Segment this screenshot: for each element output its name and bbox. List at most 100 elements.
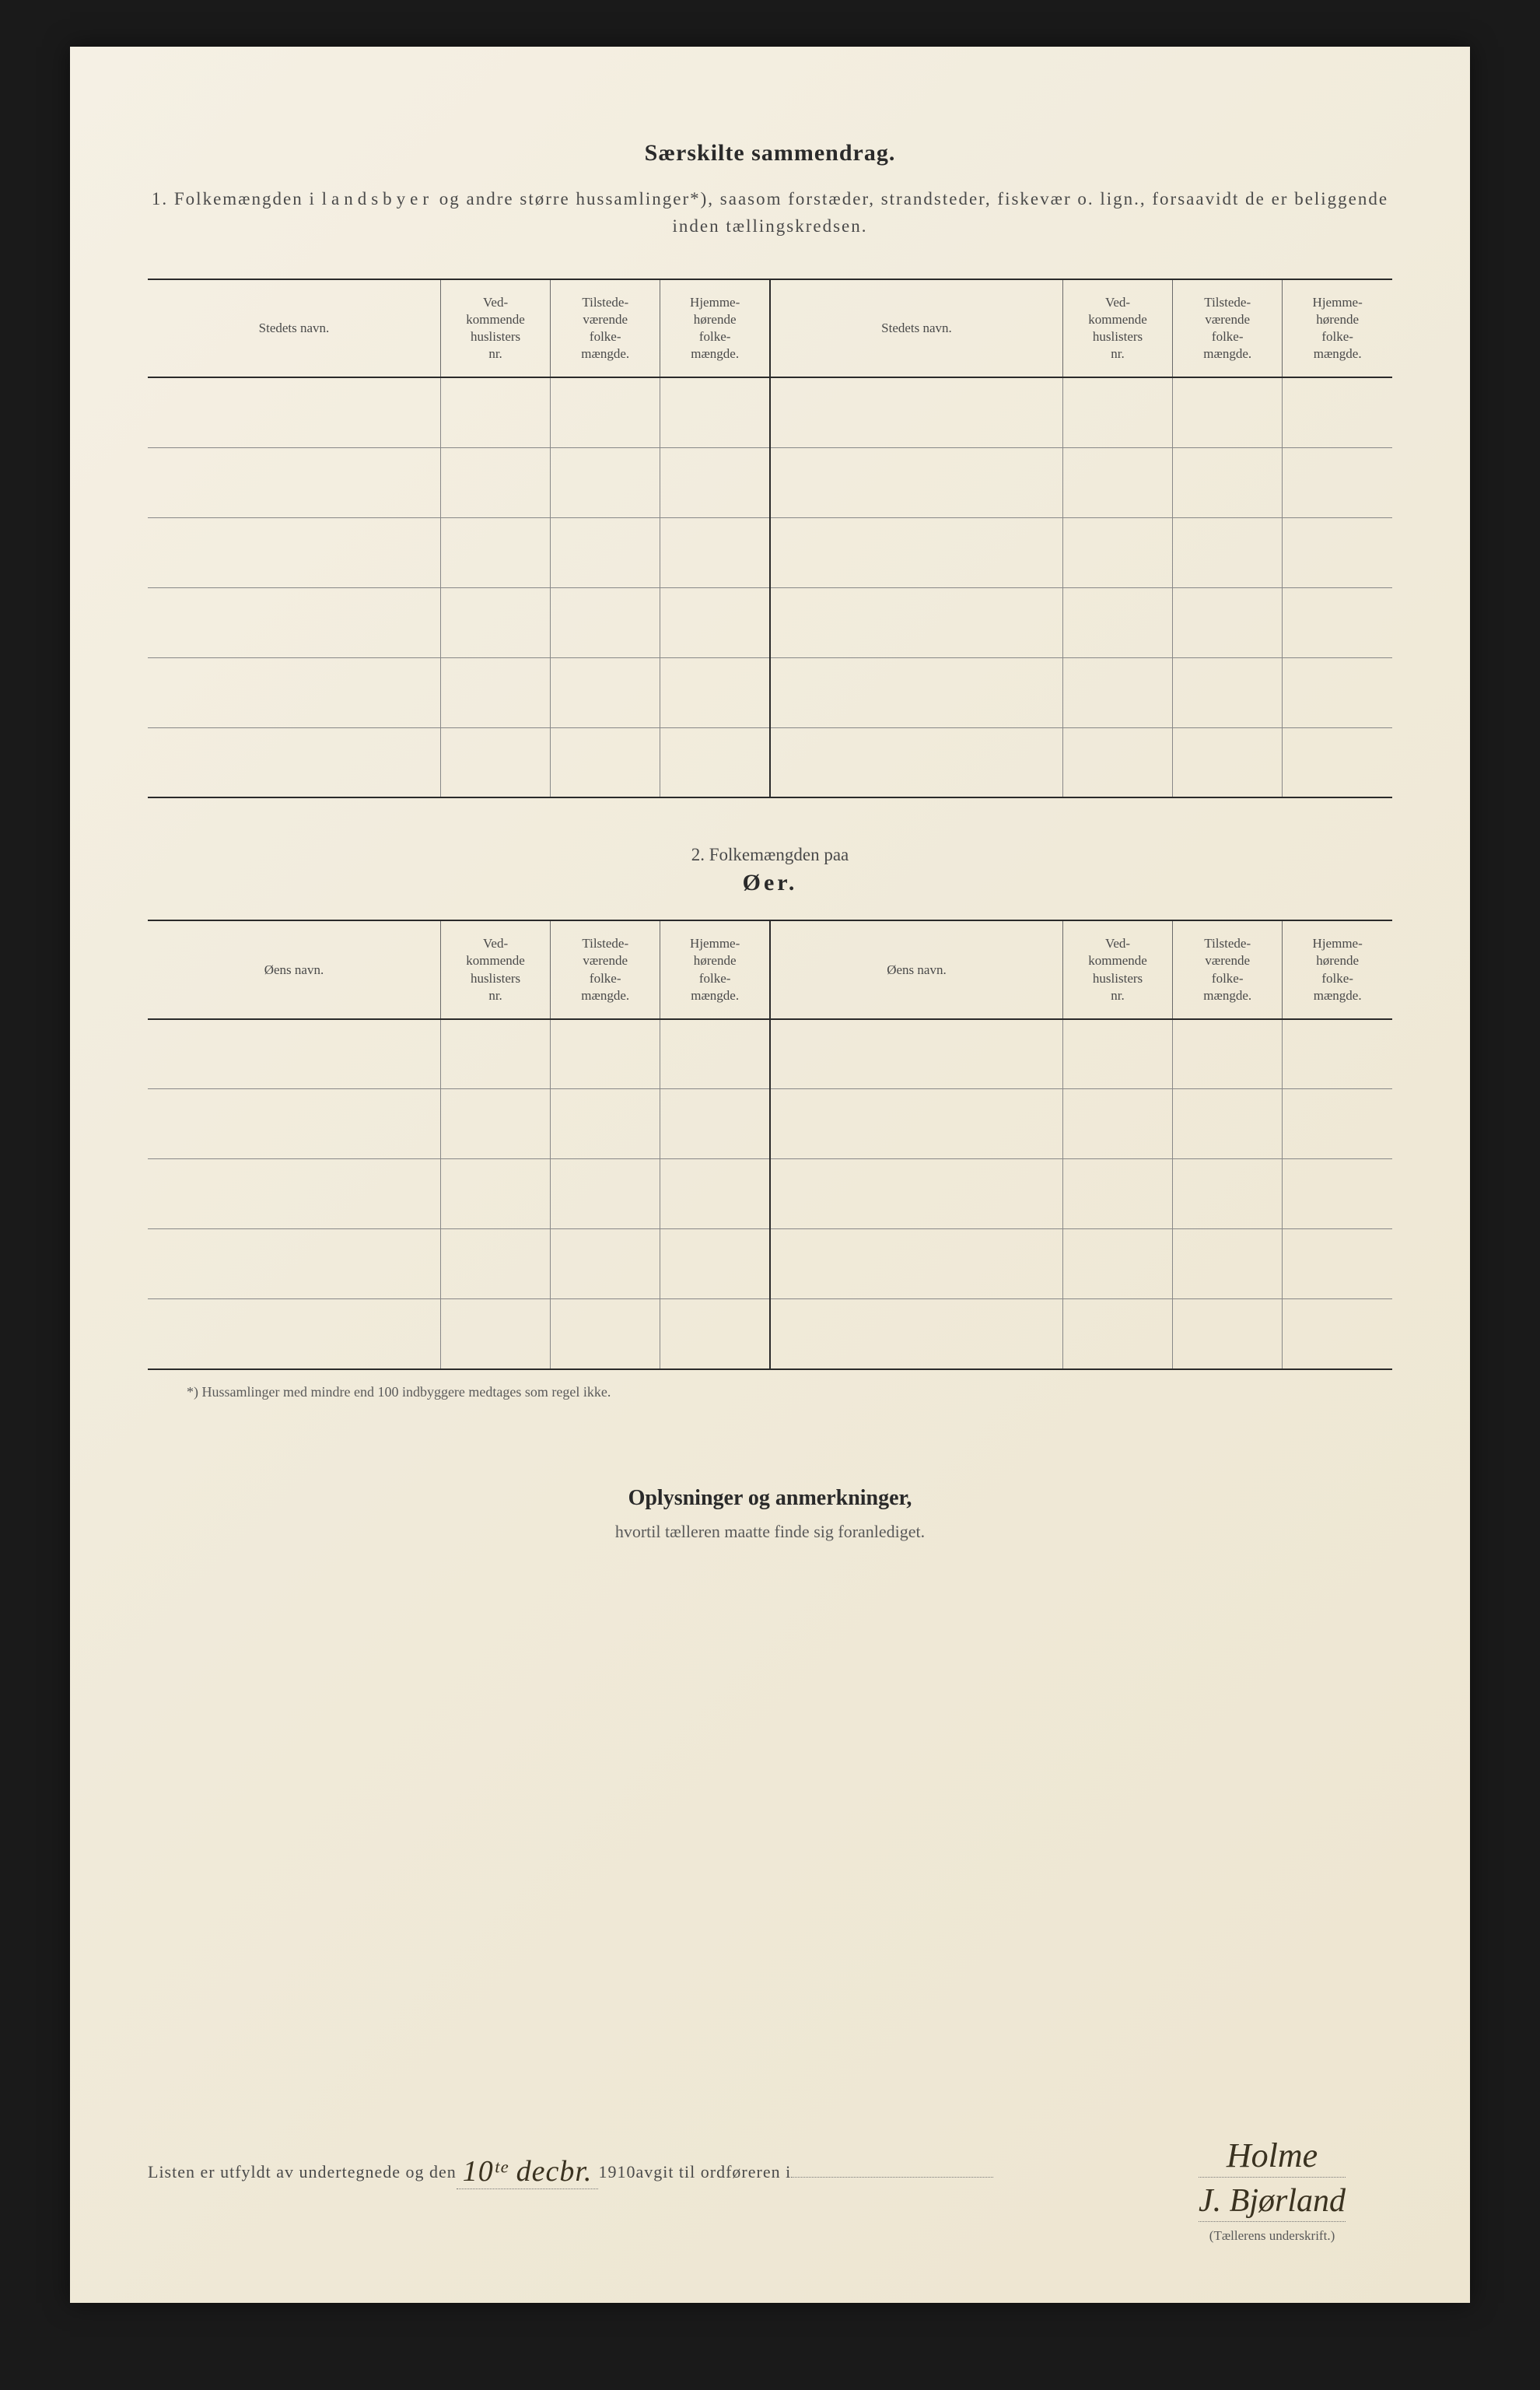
table-cell bbox=[1283, 587, 1392, 657]
col-tilstede-l2: Tilstede-værendefolke-mængde. bbox=[551, 920, 660, 1018]
footnote: *) Hussamlinger med mindre end 100 indby… bbox=[187, 1384, 1392, 1400]
sig-year: 1910 bbox=[598, 2162, 635, 2182]
col-hjemme-l2: Hjemme-hørendefolke-mængde. bbox=[660, 920, 770, 1018]
table-cell bbox=[551, 587, 660, 657]
section-1: Særskilte sammendrag. 1. Folkemængden i … bbox=[148, 140, 1392, 798]
section3-subtitle: hvortil tælleren maatte finde sig foranl… bbox=[148, 1522, 1392, 1542]
table-landsbyer: Stedets navn. Ved-kommendehuslistersnr. … bbox=[148, 279, 1392, 798]
table-cell bbox=[148, 1089, 440, 1159]
table-cell bbox=[551, 1089, 660, 1159]
table-cell bbox=[770, 1089, 1062, 1159]
table-cell bbox=[1283, 1229, 1392, 1299]
table-cell bbox=[148, 517, 440, 587]
col-huslisters-r: Ved-kommendehuslistersnr. bbox=[1062, 279, 1172, 377]
table-cell bbox=[1062, 1299, 1172, 1369]
table-cell bbox=[1283, 727, 1392, 797]
document-page: Særskilte sammendrag. 1. Folkemængden i … bbox=[70, 47, 1470, 2303]
table-cell bbox=[1062, 727, 1172, 797]
table2-body bbox=[148, 1019, 1392, 1369]
table-cell bbox=[551, 517, 660, 587]
table-cell bbox=[1062, 1089, 1172, 1159]
section1-intro: 1. Folkemængden i landsbyer og andre stø… bbox=[148, 186, 1392, 240]
intro-prefix: 1. Folkemængden i bbox=[152, 189, 322, 209]
table-oer: Øens navn. Ved-kommendehuslistersnr. Til… bbox=[148, 920, 1392, 1369]
table-cell bbox=[660, 517, 770, 587]
table-cell bbox=[1062, 1019, 1172, 1089]
table-cell bbox=[1062, 517, 1172, 587]
table-cell bbox=[1062, 657, 1172, 727]
table-cell bbox=[1062, 1229, 1172, 1299]
table-cell bbox=[440, 1229, 550, 1299]
table-cell bbox=[770, 587, 1062, 657]
table-row bbox=[148, 727, 1392, 797]
intro-suffix: og andre større hussamlinger*), saasom f… bbox=[433, 189, 1388, 236]
section-2: 2. Folkemængden paa Øer. Øens navn. Ved-… bbox=[148, 845, 1392, 1400]
table-cell bbox=[551, 1159, 660, 1229]
table-cell bbox=[1283, 1159, 1392, 1229]
table-cell bbox=[770, 447, 1062, 517]
table-cell bbox=[1173, 1299, 1283, 1369]
table-cell bbox=[148, 727, 440, 797]
table-cell bbox=[770, 1019, 1062, 1089]
col-tilstede-r: Tilstede-værendefolke-mængde. bbox=[1173, 279, 1283, 377]
section2-line1: 2. Folkemængden paa bbox=[148, 845, 1392, 865]
table-cell bbox=[440, 1089, 550, 1159]
col-huslisters-l: Ved-kommendehuslistersnr. bbox=[440, 279, 550, 377]
table-cell bbox=[148, 447, 440, 517]
table-cell bbox=[148, 1229, 440, 1299]
table-cell bbox=[148, 377, 440, 447]
table-cell bbox=[660, 657, 770, 727]
sig-place-slot bbox=[791, 2177, 993, 2178]
sig-name-handwritten: J. Bjørland bbox=[1199, 2182, 1346, 2222]
table-cell bbox=[148, 1159, 440, 1229]
table-cell bbox=[1173, 657, 1283, 727]
table-row bbox=[148, 1019, 1392, 1089]
table-cell bbox=[660, 587, 770, 657]
table1-body bbox=[148, 377, 1392, 797]
table-cell bbox=[1173, 1229, 1283, 1299]
table-cell bbox=[770, 1159, 1062, 1229]
table-cell bbox=[660, 1159, 770, 1229]
signature-block: Listen er utfyldt av undertegnede og den… bbox=[148, 2151, 1392, 2186]
table-cell bbox=[1062, 587, 1172, 657]
table-cell bbox=[551, 1299, 660, 1369]
table-cell bbox=[660, 377, 770, 447]
sig-prefix: Listen er utfyldt av undertegnede og den bbox=[148, 2162, 457, 2182]
table-cell bbox=[770, 657, 1062, 727]
table-cell bbox=[660, 1229, 770, 1299]
table-cell bbox=[770, 1299, 1062, 1369]
table-row bbox=[148, 447, 1392, 517]
sig-caption: (Tællerens underskrift.) bbox=[1199, 2228, 1346, 2244]
section2-line2: Øer. bbox=[148, 870, 1392, 896]
table-cell bbox=[1173, 727, 1283, 797]
table-cell bbox=[440, 447, 550, 517]
table-cell bbox=[440, 727, 550, 797]
table-cell bbox=[770, 727, 1062, 797]
table-cell bbox=[1283, 1299, 1392, 1369]
col-hjemme-l: Hjemme-hørendefolke-mængde. bbox=[660, 279, 770, 377]
col-stedets-navn-r: Stedets navn. bbox=[770, 279, 1062, 377]
table-cell bbox=[440, 1159, 550, 1229]
table-cell bbox=[1173, 1089, 1283, 1159]
table-cell bbox=[1283, 657, 1392, 727]
table-cell bbox=[440, 377, 550, 447]
table-cell bbox=[1173, 1019, 1283, 1089]
table-cell bbox=[770, 1229, 1062, 1299]
table-cell bbox=[440, 517, 550, 587]
table-cell bbox=[148, 1299, 440, 1369]
table-row bbox=[148, 657, 1392, 727]
table-cell bbox=[551, 1019, 660, 1089]
table-cell bbox=[1062, 377, 1172, 447]
table-cell bbox=[148, 1019, 440, 1089]
sig-date-handwritten: 10ᵗᵉ decbr. bbox=[457, 2154, 599, 2189]
table-cell bbox=[1283, 447, 1392, 517]
table-cell bbox=[551, 1229, 660, 1299]
table-cell bbox=[660, 1299, 770, 1369]
table-cell bbox=[1173, 447, 1283, 517]
col-oens-navn-l: Øens navn. bbox=[148, 920, 440, 1018]
table-cell bbox=[1173, 1159, 1283, 1229]
table-cell bbox=[1173, 377, 1283, 447]
table-cell bbox=[770, 517, 1062, 587]
table-cell bbox=[1062, 447, 1172, 517]
table-cell bbox=[1173, 587, 1283, 657]
